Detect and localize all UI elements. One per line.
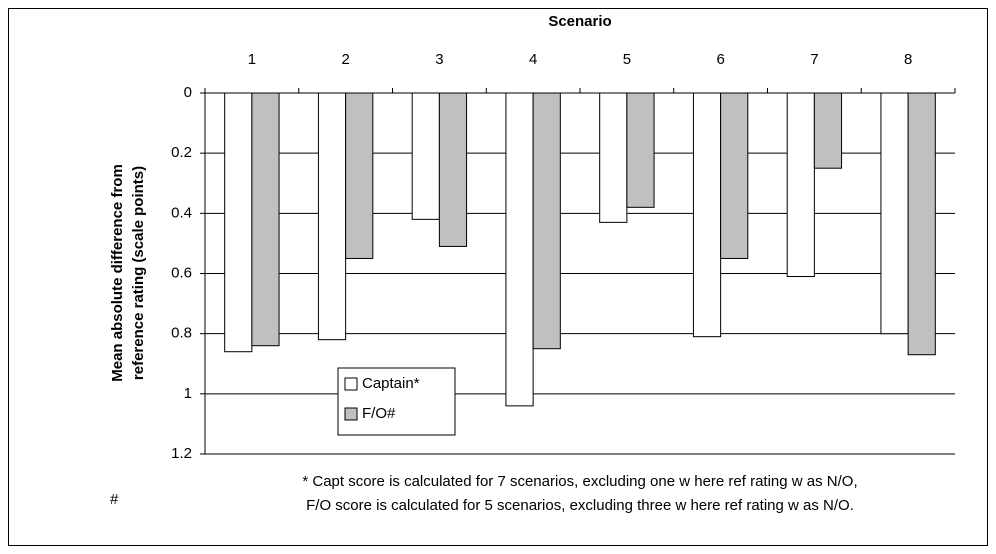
y-tick-label: 1.2: [171, 445, 192, 462]
y-tick-label: 0.4: [171, 204, 192, 221]
footnote-marker: #: [110, 491, 119, 508]
bar: [251, 92, 280, 347]
bar: [505, 92, 534, 407]
footnote: F/O score is calculated for 5 scenarios,…: [306, 497, 854, 514]
footnote: * Capt score is calculated for 7 scenari…: [302, 473, 857, 490]
bar: [786, 92, 815, 278]
bar: [438, 92, 468, 247]
bar: [532, 92, 561, 350]
legend-swatch: [344, 407, 358, 421]
y-axis-label: Mean absolute difference from: [109, 164, 126, 382]
x-tick-label: 4: [529, 51, 537, 68]
bar: [720, 92, 749, 259]
bar: [345, 92, 374, 259]
bar: [411, 92, 440, 220]
y-tick-label: 0.2: [171, 144, 192, 161]
x-tick-label: 6: [716, 51, 724, 68]
x-tick-label: 8: [904, 51, 912, 68]
legend-label: F/O#: [362, 405, 396, 422]
y-tick-label: 0: [184, 84, 192, 101]
y-axis-label: reference rating (scale points): [130, 166, 147, 380]
x-tick-label: 2: [341, 51, 349, 68]
bar: [317, 92, 347, 341]
bar: [224, 92, 253, 353]
bar: [880, 92, 909, 335]
x-tick-label: 5: [623, 51, 631, 68]
y-tick-label: 0.6: [171, 264, 192, 281]
bar: [692, 92, 722, 338]
chart-title: Scenario: [548, 13, 611, 30]
y-tick-label: 1: [184, 385, 192, 402]
legend-swatch: [344, 377, 358, 391]
x-tick-label: 1: [248, 51, 256, 68]
bar: [813, 92, 843, 169]
bar: [907, 92, 936, 356]
x-tick-label: 7: [810, 51, 818, 68]
x-tick-label: 3: [435, 51, 443, 68]
y-tick-label: 0.8: [171, 325, 192, 342]
bar: [599, 92, 628, 223]
legend-label: Captain*: [362, 375, 420, 392]
bar: [626, 92, 655, 208]
